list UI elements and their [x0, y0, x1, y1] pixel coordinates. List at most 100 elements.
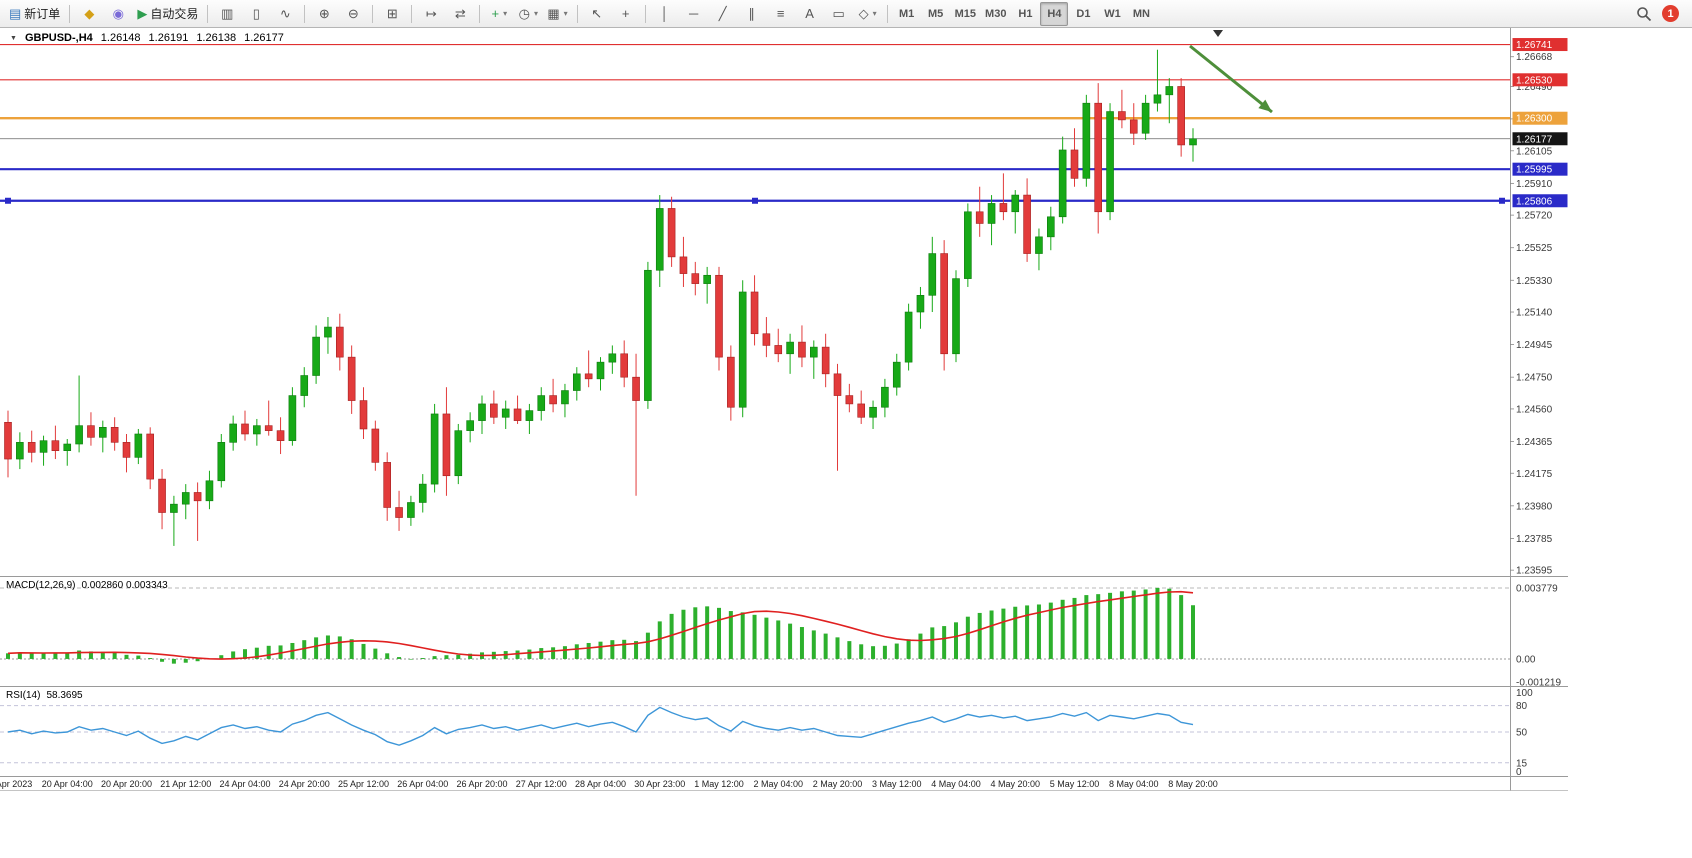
hline-handle[interactable]: [752, 197, 758, 204]
dropdown-arrow-icon: ▾: [503, 9, 508, 18]
tf-h4-button-label: H4: [1047, 7, 1062, 20]
rsi-axis-label: 15: [1516, 758, 1528, 769]
tf-m5-button[interactable]: M5: [922, 2, 950, 26]
trendline-icon: ╱: [718, 6, 727, 21]
crosshair-button[interactable]: +: [612, 2, 640, 26]
shapes-button[interactable]: ◇ ▾: [854, 2, 882, 26]
search-button[interactable]: [1636, 6, 1652, 22]
zoom-in-icon: ⊕: [318, 6, 330, 21]
tf-h1-button[interactable]: H1: [1011, 2, 1039, 26]
ohlc-high: 1.26191: [148, 32, 189, 44]
time-tick-label: 8 May 20:00: [1168, 779, 1218, 789]
price-label-box: [1512, 162, 1568, 176]
rsi-pane[interactable]: [0, 705, 1510, 764]
new-order-button[interactable]: ▤ 新订单: [5, 2, 64, 26]
chart-title: ▼ GBPUSD-,H4 1.26148 1.26191 1.26138 1.2…: [10, 32, 284, 44]
price-tick-label: 1.24560: [1516, 404, 1553, 415]
tf-h4-button[interactable]: H4: [1040, 1, 1069, 26]
community-button[interactable]: ◉: [104, 2, 132, 26]
ohlc-close: 1.26177: [244, 32, 284, 44]
indicators-button[interactable]: + ▾: [485, 2, 513, 26]
price-tick-label: 1.24945: [1516, 340, 1553, 351]
cursor-button[interactable]: ↖: [583, 2, 611, 26]
vertical-line-button[interactable]: │: [651, 2, 679, 26]
notification-badge[interactable]: 1: [1662, 5, 1679, 22]
chart-shift-button[interactable]: ⇄: [446, 2, 474, 26]
dropdown-arrow-icon: ▾: [533, 9, 538, 18]
tf-h1-button-label: H1: [1018, 7, 1033, 20]
vertical-line-icon: │: [660, 6, 669, 21]
price-tick-label: 1.23980: [1516, 501, 1553, 512]
trend-arrow[interactable]: [1189, 44, 1273, 114]
tf-w1-button[interactable]: W1: [1098, 2, 1126, 26]
rsi-indicator-label: RSI(14) 58.3695: [6, 690, 83, 701]
collapse-panel-icon[interactable]: ▼: [10, 34, 17, 42]
autotrading-button[interactable]: ▶ 自动交易: [133, 2, 202, 26]
price-tick-label: 1.26668: [1516, 52, 1553, 63]
price-axis[interactable]: 1.266681.264901.262961.261051.259101.257…: [1510, 38, 1568, 577]
price-label-box: [1512, 38, 1568, 52]
hline-handle[interactable]: [1499, 197, 1505, 204]
macd-axis-label: 0.003779: [1516, 583, 1558, 594]
price-label-box: [1512, 73, 1568, 87]
tile-windows-button[interactable]: ⊞: [378, 2, 406, 26]
compose-button[interactable]: ◆: [75, 2, 103, 26]
auto-scroll-icon: ↦: [425, 6, 437, 21]
time-tick-label: 21 Apr 12:00: [160, 779, 211, 789]
tf-m15-button[interactable]: M15: [951, 2, 980, 26]
time-tick-label: 26 Apr 04:00: [397, 779, 448, 789]
toolbar-separator: [644, 4, 646, 23]
tf-m1-button[interactable]: M1: [893, 2, 921, 26]
tf-d1-button-label: D1: [1076, 7, 1091, 20]
price-label-text: 1.26300: [1516, 114, 1553, 125]
bar-chart-button[interactable]: ▥: [213, 2, 241, 26]
price-tick-label: 1.24365: [1516, 437, 1553, 448]
price-tick-label: 1.23785: [1516, 534, 1553, 545]
line-chart-icon: ∿: [279, 6, 291, 21]
hline-handle[interactable]: [5, 197, 11, 204]
fibonacci-button[interactable]: ≡: [767, 2, 795, 26]
tf-d1-button[interactable]: D1: [1069, 2, 1097, 26]
tf-m30-button-label: M30: [985, 7, 1007, 20]
templates-button[interactable]: ▦ ▾: [543, 2, 571, 26]
time-axis[interactable]: 19 Apr 2023 20 Apr 04:00 20 Apr 20:00 21 Ap…: [0, 779, 1218, 789]
toolbar-separator: [576, 4, 578, 23]
candlestick-chart-button[interactable]: ▯: [242, 2, 270, 26]
tf-mn-button[interactable]: MN: [1127, 2, 1155, 26]
tf-m15-button-label: M15: [954, 7, 977, 20]
main-pane[interactable]: [0, 43, 1510, 546]
macd-axis-label: -0.001219: [1516, 677, 1561, 688]
time-tick-label: 28 Apr 04:00: [575, 779, 626, 789]
community-icon: ◉: [112, 6, 124, 21]
time-tick-label: 2 May 20:00: [813, 779, 863, 789]
channel-icon: ∥: [748, 6, 755, 21]
compose-icon: ◆: [84, 6, 95, 21]
auto-scroll-button[interactable]: ↦: [417, 2, 445, 26]
ohlc-open: 1.26148: [100, 32, 141, 44]
horizontal-line-button[interactable]: ─: [680, 2, 708, 26]
tf-m5-button-label: M5: [928, 7, 944, 20]
macd-pane[interactable]: [0, 587, 1510, 664]
trendline-button[interactable]: ╱: [709, 2, 737, 26]
toolbar-separator: [479, 4, 481, 23]
label-button[interactable]: ▭: [825, 2, 853, 26]
rsi-axis-label: 80: [1516, 701, 1528, 712]
zoom-in-button[interactable]: ⊕: [310, 2, 338, 26]
rsi-axis[interactable]: 100 80 50 150: [1516, 688, 1533, 778]
tf-mn-button-label: MN: [1132, 7, 1150, 20]
periods-button[interactable]: ◷ ▾: [514, 2, 542, 26]
macd-signal-line: [7, 590, 1194, 660]
line-chart-button[interactable]: ∿: [271, 2, 299, 26]
text-button[interactable]: A: [796, 2, 824, 26]
price-label-text: 1.25806: [1516, 196, 1553, 207]
channel-button[interactable]: ∥: [738, 2, 766, 26]
zoom-out-button[interactable]: ⊖: [339, 2, 367, 26]
chart-shift-marker[interactable]: [1213, 30, 1223, 37]
symbol-period-label: GBPUSD-,H4: [24, 32, 93, 44]
horizontal-line-icon: ─: [689, 6, 699, 21]
time-tick-label: 3 May 12:00: [872, 779, 922, 789]
autotrading-icon: ▶: [137, 6, 148, 21]
macd-axis[interactable]: 0.003779 0.00 -0.001219: [1516, 583, 1561, 688]
tf-m30-button[interactable]: M30: [981, 2, 1010, 26]
